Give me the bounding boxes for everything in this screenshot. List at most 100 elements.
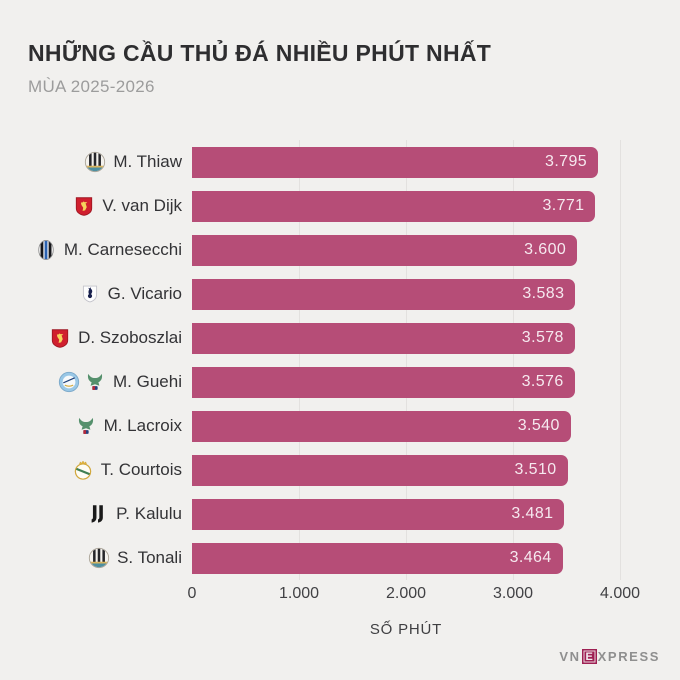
- player-name: M. Guehi: [113, 372, 182, 391]
- gridline: [620, 140, 621, 580]
- bar-track: 3.600: [192, 234, 620, 266]
- player-name: M. Lacroix: [103, 416, 182, 435]
- club-badges: [58, 371, 106, 393]
- x-tick-label: 2.000: [385, 585, 427, 602]
- bar: 3.795: [192, 146, 599, 178]
- newcastle-badge-icon: [88, 547, 110, 569]
- row-label-cell: S. Tonali: [28, 547, 192, 569]
- club-badges: [84, 151, 106, 173]
- x-axis: 0 1.000 2.000 3.000 4.000: [188, 585, 640, 605]
- bar-track: 3.540: [192, 410, 620, 442]
- gridline: [406, 140, 407, 580]
- club-badges: [79, 283, 101, 305]
- man-city-badge-icon: [58, 371, 80, 393]
- player-name: V. van Dijk: [102, 196, 182, 215]
- club-badges: [35, 239, 57, 261]
- club-badges: [72, 459, 94, 481]
- bar-value-label: 3.510: [514, 461, 557, 478]
- player-name: D. Szoboszlai: [78, 328, 182, 347]
- player-name: S. Tonali: [117, 548, 182, 567]
- chart-row: G. Vicario 3.583: [28, 272, 620, 316]
- club-badges: [87, 503, 109, 525]
- tottenham-badge-icon: [79, 283, 101, 305]
- logo-e-box: E: [581, 649, 597, 664]
- chart-row: D. Szoboszlai 3.578: [28, 316, 620, 360]
- bar-chart: M. Thiaw 3.795 V. van Dijk 3.771 M. Carn…: [28, 140, 640, 638]
- x-axis-title: SỐ PHÚT: [369, 621, 443, 638]
- bar-value-label: 3.578: [521, 329, 564, 346]
- row-label-cell: G. Vicario: [28, 283, 192, 305]
- row-label-cell: M. Thiaw: [28, 151, 192, 173]
- page-subtitle: MÙA 2025-2026: [28, 77, 155, 96]
- bar: 3.600: [192, 234, 578, 266]
- club-badges: [73, 195, 95, 217]
- x-tick-label: 4.000: [599, 585, 641, 602]
- bar-track: 3.510: [192, 454, 620, 486]
- bar: 3.464: [192, 542, 563, 574]
- player-name: M. Carnesecchi: [63, 240, 182, 259]
- row-label-cell: V. van Dijk: [28, 195, 192, 217]
- bar-value-label: 3.540: [517, 417, 560, 434]
- bar-value-label: 3.795: [545, 153, 588, 170]
- bar-value-label: 3.771: [542, 197, 585, 214]
- atalanta-badge-icon: [35, 239, 57, 261]
- player-name: M. Thiaw: [113, 152, 182, 171]
- bar: 3.578: [192, 322, 575, 354]
- bar-track: 3.464: [192, 542, 620, 574]
- liverpool-badge-icon: [49, 327, 71, 349]
- header: NHỮNG CẦU THỦ ĐÁ NHIỀU PHÚT NHẤT MÙA 202…: [28, 40, 491, 97]
- bar-track: 3.795: [192, 146, 620, 178]
- row-label-cell: T. Courtois: [28, 459, 192, 481]
- crystal-palace-badge-icon: [84, 371, 106, 393]
- liverpool-badge-icon: [73, 195, 95, 217]
- bar: 3.481: [192, 498, 565, 530]
- page-title: NHỮNG CẦU THỦ ĐÁ NHIỀU PHÚT NHẤT: [28, 40, 492, 66]
- bar: 3.510: [192, 454, 568, 486]
- bar: 3.583: [192, 278, 576, 310]
- row-label-cell: M. Lacroix: [28, 415, 192, 437]
- bar-track: 3.771: [192, 190, 620, 222]
- player-name: T. Courtois: [100, 460, 182, 479]
- chart-row: V. van Dijk 3.771: [28, 184, 620, 228]
- club-badges: [75, 415, 97, 437]
- chart-row: P. Kalulu 3.481: [28, 492, 620, 536]
- juventus-badge-icon: [87, 503, 109, 525]
- player-name: P. Kalulu: [116, 504, 182, 523]
- bar: 3.540: [192, 410, 571, 442]
- real-madrid-badge-icon: [72, 459, 94, 481]
- bar: 3.771: [192, 190, 596, 222]
- newcastle-badge-icon: [84, 151, 106, 173]
- chart-row: S. Tonali 3.464: [28, 536, 620, 580]
- bar-value-label: 3.576: [521, 373, 564, 390]
- row-label-cell: M. Carnesecchi: [28, 239, 192, 261]
- x-tick-label: 0: [187, 585, 197, 602]
- bar-track: 3.578: [192, 322, 620, 354]
- chart-row: M. Thiaw 3.795: [28, 140, 620, 184]
- vnexpress-logo: VN E XPRESS: [559, 649, 660, 664]
- logo-prefix: VN: [559, 649, 581, 664]
- bar: 3.576: [192, 366, 575, 398]
- chart-row: M. Guehi 3.576: [28, 360, 620, 404]
- crystal-palace-badge-icon: [75, 415, 97, 437]
- row-label-cell: D. Szoboszlai: [28, 327, 192, 349]
- gridline: [513, 140, 514, 580]
- bar-value-label: 3.583: [522, 285, 565, 302]
- bar-track: 3.576: [192, 366, 620, 398]
- club-badges: [88, 547, 110, 569]
- bar-value-label: 3.481: [511, 505, 554, 522]
- chart-rows: M. Thiaw 3.795 V. van Dijk 3.771 M. Carn…: [28, 140, 621, 580]
- row-label-cell: M. Guehi: [28, 371, 192, 393]
- bar-track: 3.481: [192, 498, 620, 530]
- club-badges: [49, 327, 71, 349]
- bar-value-label: 3.600: [524, 241, 567, 258]
- x-tick-label: 3.000: [492, 585, 534, 602]
- chart-row: M. Carnesecchi 3.600: [28, 228, 620, 272]
- chart-row: M. Lacroix 3.540: [28, 404, 620, 448]
- chart-row: T. Courtois 3.510: [28, 448, 620, 492]
- bar-value-label: 3.464: [509, 549, 552, 566]
- logo-suffix: XPRESS: [597, 649, 660, 664]
- row-label-cell: P. Kalulu: [28, 503, 192, 525]
- x-tick-label: 1.000: [278, 585, 320, 602]
- player-name: G. Vicario: [107, 284, 182, 303]
